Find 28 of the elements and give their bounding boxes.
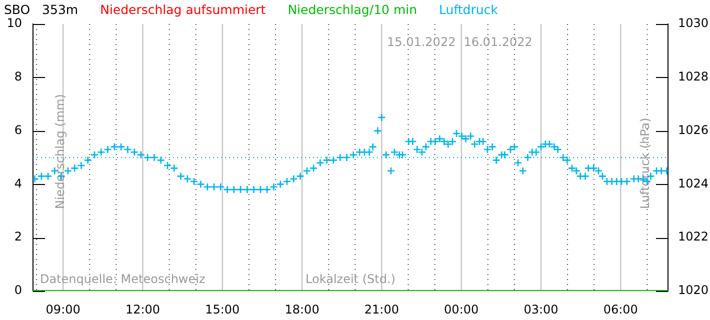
x-tick-label: 21:00 xyxy=(364,302,399,316)
x-tick-label: 00:00 xyxy=(444,302,479,316)
annotation: 16.01.2022 xyxy=(464,35,532,49)
y2-tick-label: 1030 xyxy=(678,16,709,30)
x-tick-label: 09:00 xyxy=(46,302,80,316)
y-tick-label: 8 xyxy=(14,70,22,84)
x-tick-label: 15:00 xyxy=(205,302,240,316)
y2-tick-label: 1020 xyxy=(678,283,709,298)
x-tick-label: 12:00 xyxy=(125,302,160,316)
y-axis-title: Niederschlag (mm) xyxy=(53,94,68,209)
y-tick-label: 2 xyxy=(14,230,22,244)
y-tick-label: 4 xyxy=(14,176,22,190)
y-tick-label: 10 xyxy=(6,16,22,30)
text: Luftdruck xyxy=(439,2,498,17)
annotation: 15.01.2022 xyxy=(387,35,456,49)
text: Niederschlag/10 min xyxy=(288,2,418,17)
y2-tick-label: 1024 xyxy=(678,176,709,190)
x-tick-label: 06:00 xyxy=(603,302,638,316)
y2-tick-label: 1022 xyxy=(678,230,709,244)
y2-tick-label: 1028 xyxy=(678,70,709,84)
y2-axis-title: Luftdruck (hPa) xyxy=(638,118,652,209)
x-tick-label: 03:00 xyxy=(524,302,558,316)
y-tick-label: 6 xyxy=(14,122,22,137)
x-tick-label: 18:00 xyxy=(284,302,320,316)
legend-label: Niederschlag aufsummiert xyxy=(100,2,266,17)
y2-tick-label: 1026 xyxy=(678,122,709,137)
chart-title: SBO 353m xyxy=(4,2,78,17)
y-tick-label: 0 xyxy=(14,283,22,298)
